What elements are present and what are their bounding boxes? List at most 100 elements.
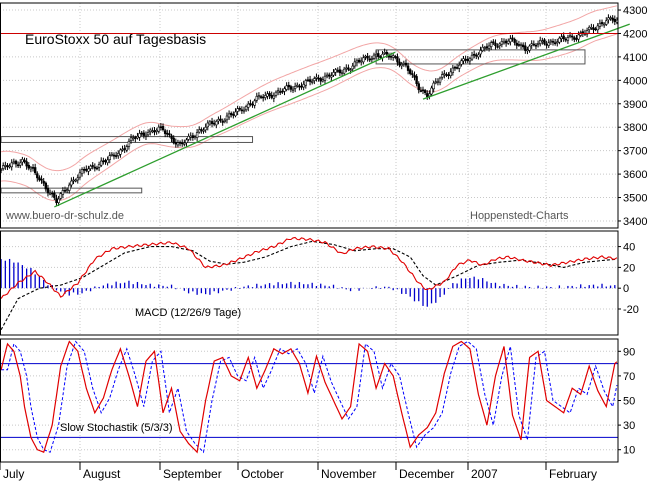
chart-title: EuroStoxx 50 auf Tagesbasis bbox=[25, 31, 206, 47]
y-tick-label: 3700 bbox=[623, 146, 647, 158]
candle-body bbox=[481, 46, 484, 51]
candle-body bbox=[217, 119, 220, 122]
candle-body bbox=[21, 158, 24, 163]
candle-body bbox=[394, 56, 397, 58]
candle-body bbox=[185, 139, 188, 144]
candle-body bbox=[281, 90, 284, 93]
candle-body bbox=[568, 35, 572, 37]
candle-body bbox=[511, 37, 514, 40]
candle-body bbox=[247, 103, 250, 108]
source-left-label: www.buero-dr-schulz.de bbox=[5, 210, 124, 222]
candle-body bbox=[590, 27, 593, 29]
candle-body bbox=[82, 169, 86, 171]
candle-body bbox=[76, 177, 79, 181]
candle-body bbox=[31, 167, 35, 169]
candle-body bbox=[362, 57, 365, 63]
candle-body bbox=[532, 43, 536, 46]
panel-frame bbox=[0, 2, 619, 229]
candle-body bbox=[370, 58, 374, 60]
candle-body bbox=[379, 56, 382, 58]
candle-body bbox=[276, 90, 280, 93]
candle-body bbox=[70, 180, 73, 186]
candle-body bbox=[334, 69, 337, 73]
candle-body bbox=[366, 55, 369, 59]
candle-body bbox=[55, 198, 58, 204]
candle-body bbox=[176, 142, 180, 146]
candle-body bbox=[191, 135, 195, 138]
support-trendline bbox=[54, 51, 396, 208]
candle-body bbox=[492, 41, 495, 44]
candle-body bbox=[140, 132, 143, 135]
candle-body bbox=[293, 86, 297, 89]
candle-body bbox=[232, 114, 235, 116]
candle-body bbox=[521, 44, 525, 48]
y-tick-label: 10 bbox=[623, 445, 635, 457]
candle-body bbox=[449, 71, 452, 76]
candle-body bbox=[475, 54, 478, 57]
consolidation-box bbox=[0, 136, 254, 143]
candle-body bbox=[8, 165, 11, 168]
candle-body bbox=[585, 30, 589, 35]
candle-body bbox=[600, 22, 604, 25]
y-tick-label: 3600 bbox=[623, 169, 647, 181]
candle-body bbox=[575, 38, 578, 40]
candle-body bbox=[374, 53, 378, 57]
candle-body bbox=[306, 79, 310, 82]
candle-body bbox=[104, 160, 107, 163]
candle-body bbox=[25, 161, 28, 167]
candle-body bbox=[566, 37, 570, 41]
bollinger-upper-band bbox=[1, 5, 618, 172]
candle-body bbox=[33, 167, 37, 174]
candle-body bbox=[172, 137, 175, 144]
candle-body bbox=[406, 65, 410, 71]
candle-body bbox=[268, 92, 271, 96]
candle-body bbox=[238, 107, 241, 110]
candle-body bbox=[428, 93, 431, 97]
candle-body bbox=[340, 72, 344, 74]
candle-body bbox=[193, 136, 197, 138]
candle-body bbox=[543, 39, 546, 45]
candle-body bbox=[134, 137, 137, 139]
candle-body bbox=[208, 121, 212, 125]
candle-body bbox=[483, 47, 487, 49]
candle-body bbox=[51, 192, 54, 195]
candle-body bbox=[417, 83, 420, 91]
price-panel bbox=[0, 5, 630, 208]
candle-body bbox=[558, 37, 561, 43]
candle-body bbox=[553, 42, 557, 45]
candle-body bbox=[313, 78, 316, 81]
candle-body bbox=[570, 35, 574, 38]
candle-body bbox=[244, 106, 248, 111]
candle-body bbox=[168, 133, 171, 136]
y-tick-label: 20 bbox=[623, 262, 635, 274]
candle-body bbox=[42, 180, 45, 184]
candle-body bbox=[155, 130, 158, 132]
candle-body bbox=[355, 60, 359, 64]
y-tick-label: 3500 bbox=[623, 193, 647, 205]
candle-body bbox=[328, 74, 331, 77]
candle-body bbox=[519, 44, 523, 46]
candle-body bbox=[398, 61, 401, 66]
candle-body bbox=[117, 153, 120, 157]
candle-body bbox=[377, 53, 380, 57]
y-tick-label: 90 bbox=[623, 346, 635, 358]
candle-body bbox=[466, 58, 469, 62]
candle-body bbox=[242, 109, 246, 112]
candle-body bbox=[16, 164, 20, 167]
candle-body bbox=[95, 167, 99, 170]
x-axis-label: February bbox=[549, 467, 597, 481]
candle-body bbox=[36, 173, 39, 179]
candle-body bbox=[592, 27, 595, 31]
y-tick-label: 4200 bbox=[623, 28, 647, 40]
x-axis-label: November bbox=[321, 467, 376, 481]
candle-body bbox=[551, 41, 555, 43]
candle-body bbox=[426, 93, 429, 98]
candle-body bbox=[464, 59, 467, 61]
candle-body bbox=[85, 168, 88, 171]
candle-body bbox=[249, 103, 252, 105]
candle-body bbox=[547, 42, 550, 46]
candle-body bbox=[230, 113, 233, 116]
candle-body bbox=[161, 126, 165, 131]
